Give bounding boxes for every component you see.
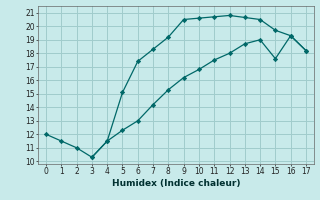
- X-axis label: Humidex (Indice chaleur): Humidex (Indice chaleur): [112, 179, 240, 188]
